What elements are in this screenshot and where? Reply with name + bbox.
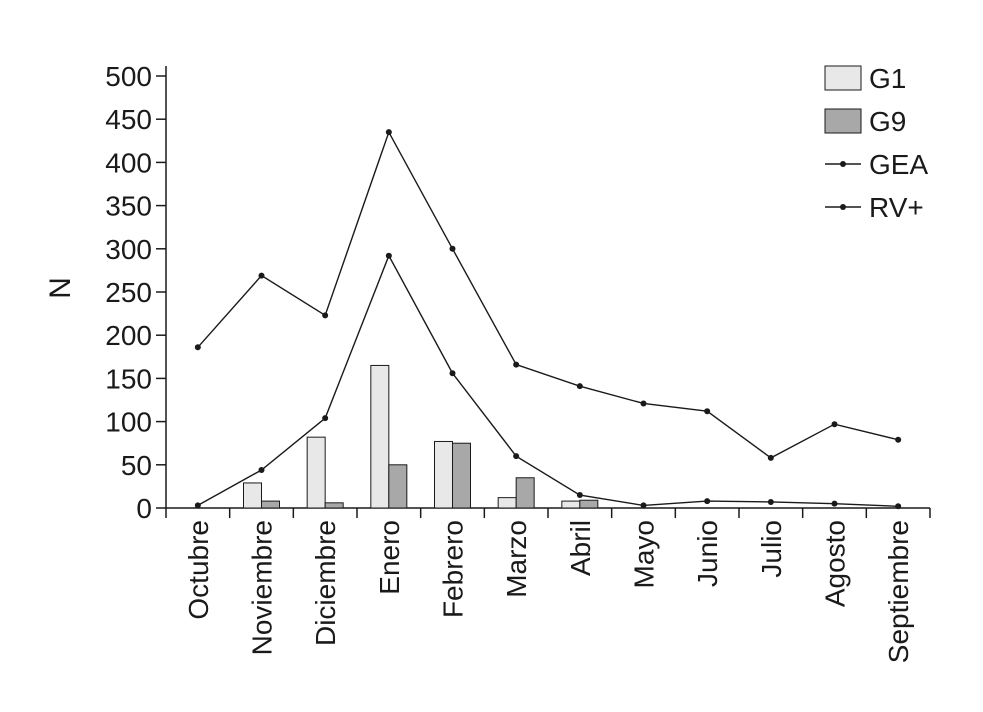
axes: 0 50 100 150 200 250 300 350 400 450 500 Octubre Nov… bbox=[105, 61, 931, 663]
lines bbox=[194, 129, 902, 510]
point-gea bbox=[322, 312, 329, 319]
point-gea bbox=[576, 383, 583, 390]
bar-g9 bbox=[261, 500, 280, 509]
x-tick-label: Enero bbox=[374, 520, 405, 595]
y-tick-label: 150 bbox=[105, 363, 152, 394]
bar-g9 bbox=[515, 477, 535, 509]
y-tick-label: 300 bbox=[105, 234, 152, 265]
point-gea bbox=[258, 272, 265, 279]
y-tick-label: 250 bbox=[105, 277, 152, 308]
y-axis-label: N bbox=[44, 277, 77, 299]
legend-label-rv: RV+ bbox=[869, 192, 924, 223]
point-rv bbox=[831, 500, 838, 507]
point-rv bbox=[449, 370, 456, 377]
x-tick-label: Marzo bbox=[501, 520, 532, 598]
y-tick-label: 500 bbox=[105, 61, 152, 92]
y-tick-label: 450 bbox=[105, 104, 152, 135]
point-gea bbox=[831, 421, 838, 428]
point-gea bbox=[385, 129, 392, 136]
x-tick-label: Diciembre bbox=[310, 520, 341, 646]
x-tick-label: Febrero bbox=[438, 520, 469, 618]
x-tick-label: Octubre bbox=[183, 520, 214, 620]
point-gea bbox=[640, 400, 647, 407]
point-rv bbox=[385, 252, 392, 259]
y-tick-label: 400 bbox=[105, 147, 152, 178]
point-rv bbox=[895, 503, 902, 510]
y-tick-label: 100 bbox=[105, 407, 152, 438]
bar-g9 bbox=[324, 502, 344, 509]
x-tick-label: Noviembre bbox=[247, 520, 278, 655]
bar-g1 bbox=[497, 497, 517, 509]
y-tick-label: 0 bbox=[136, 493, 152, 524]
legend-swatch-g1 bbox=[824, 65, 862, 91]
legend-marker-gea bbox=[840, 161, 846, 167]
x-tick-label: Junio bbox=[692, 520, 723, 587]
bars bbox=[243, 364, 599, 509]
point-rv bbox=[704, 498, 711, 505]
point-gea bbox=[449, 245, 456, 252]
point-rv bbox=[513, 453, 520, 460]
bar-g1 bbox=[434, 440, 453, 509]
line-gea bbox=[197, 130, 899, 459]
point-gea bbox=[704, 408, 711, 415]
bar-g9 bbox=[579, 499, 599, 509]
point-gea bbox=[767, 454, 774, 461]
point-rv bbox=[576, 492, 583, 499]
point-rv bbox=[194, 502, 201, 509]
legend-label-gea: GEA bbox=[869, 149, 928, 180]
y-tick-label: 350 bbox=[105, 191, 152, 222]
legend: G1 G9 GEA RV+ bbox=[824, 63, 928, 223]
legend-marker-rv bbox=[840, 204, 846, 210]
x-tick-label: Abril bbox=[565, 520, 596, 576]
point-rv bbox=[258, 466, 265, 473]
x-tick-label: Septiembre bbox=[883, 520, 914, 663]
line-rv bbox=[197, 254, 899, 507]
point-gea bbox=[895, 436, 902, 443]
legend-label-g1: G1 bbox=[869, 63, 906, 94]
bar-g9 bbox=[452, 442, 471, 509]
point-rv bbox=[640, 502, 647, 509]
x-tick-label: Mayo bbox=[629, 520, 660, 588]
bar-g1 bbox=[306, 436, 326, 509]
y-tick-label: 200 bbox=[105, 320, 152, 351]
x-tick-label: Agosto bbox=[820, 520, 851, 607]
bar-g1 bbox=[561, 500, 581, 509]
point-gea bbox=[194, 344, 201, 351]
point-rv bbox=[767, 498, 774, 505]
point-rv bbox=[322, 415, 329, 422]
bar-g1 bbox=[370, 364, 390, 509]
bar-g1 bbox=[243, 482, 262, 509]
bar-g9 bbox=[388, 464, 408, 509]
legend-swatch-g9 bbox=[824, 108, 862, 134]
y-tick-label: 50 bbox=[121, 450, 152, 481]
legend-label-g9: G9 bbox=[869, 106, 906, 137]
point-gea bbox=[513, 361, 520, 368]
x-tick-label: Julio bbox=[756, 520, 787, 578]
